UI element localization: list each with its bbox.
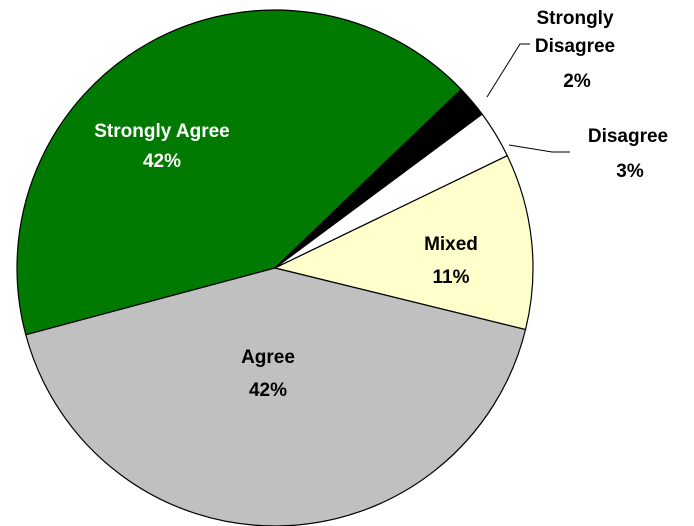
leader-line-strongly-disagree — [486, 43, 530, 98]
pie-slice-mixed — [273, 154, 534, 331]
leader-line-disagree — [508, 144, 570, 153]
label-disagree: Disagree — [588, 126, 668, 147]
percent-agree: 42% — [249, 380, 287, 401]
label-strongly-disagree-line1: Strongly — [536, 8, 613, 29]
label-strongly-agree: Strongly Agree — [94, 121, 230, 142]
percent-strongly-agree: 42% — [143, 151, 181, 172]
label-strongly-disagree-line2: Disagree — [535, 36, 615, 57]
percent-strongly-disagree: 2% — [563, 71, 591, 92]
label-agree: Agree — [241, 347, 295, 368]
pie-slice-strongly-agree — [16, 9, 463, 336]
pie-slices — [16, 9, 534, 526]
label-mixed: Mixed — [424, 234, 478, 255]
percent-mixed: 11% — [433, 267, 470, 288]
percent-disagree: 3% — [616, 161, 644, 182]
